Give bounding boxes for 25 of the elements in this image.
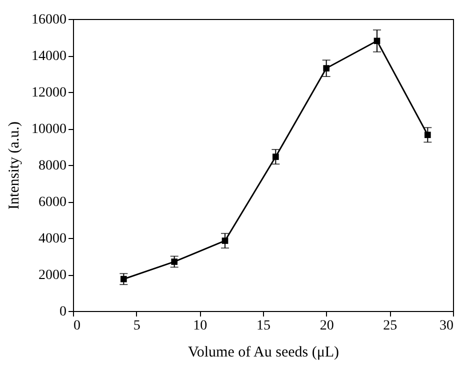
point <box>323 65 330 72</box>
y-tick-label: 8000 <box>38 158 66 174</box>
x-tick-label: 5 <box>133 318 140 334</box>
x-tick-label: 10 <box>193 318 208 334</box>
y-tick-label: 14000 <box>32 49 66 64</box>
point <box>120 276 127 282</box>
y-tick-label: 4000 <box>38 232 66 246</box>
y-tick-label: 10000 <box>32 122 66 137</box>
x-tick-label: 20 <box>320 318 334 334</box>
y-tick-label: 16000 <box>32 12 66 28</box>
y-tick-label: 6000 <box>38 195 66 210</box>
y-tick-label: 2000 <box>38 268 66 283</box>
point <box>171 258 178 265</box>
y-tick-label: 12000 <box>32 86 66 100</box>
point <box>272 154 279 160</box>
point <box>424 132 431 138</box>
y-axis-title: Intensity (a.u.) <box>6 122 22 210</box>
x-tick-label: 30 <box>440 318 454 334</box>
point <box>374 38 380 44</box>
x-tick-label: 0 <box>74 318 80 334</box>
x-tick-label: 25 <box>383 318 398 334</box>
y-tick-label: 0 <box>60 304 66 320</box>
x-axis-title: Volume of Au seeds (μL) <box>188 344 340 360</box>
x-tick-label: 15 <box>256 318 270 334</box>
point <box>222 238 228 244</box>
